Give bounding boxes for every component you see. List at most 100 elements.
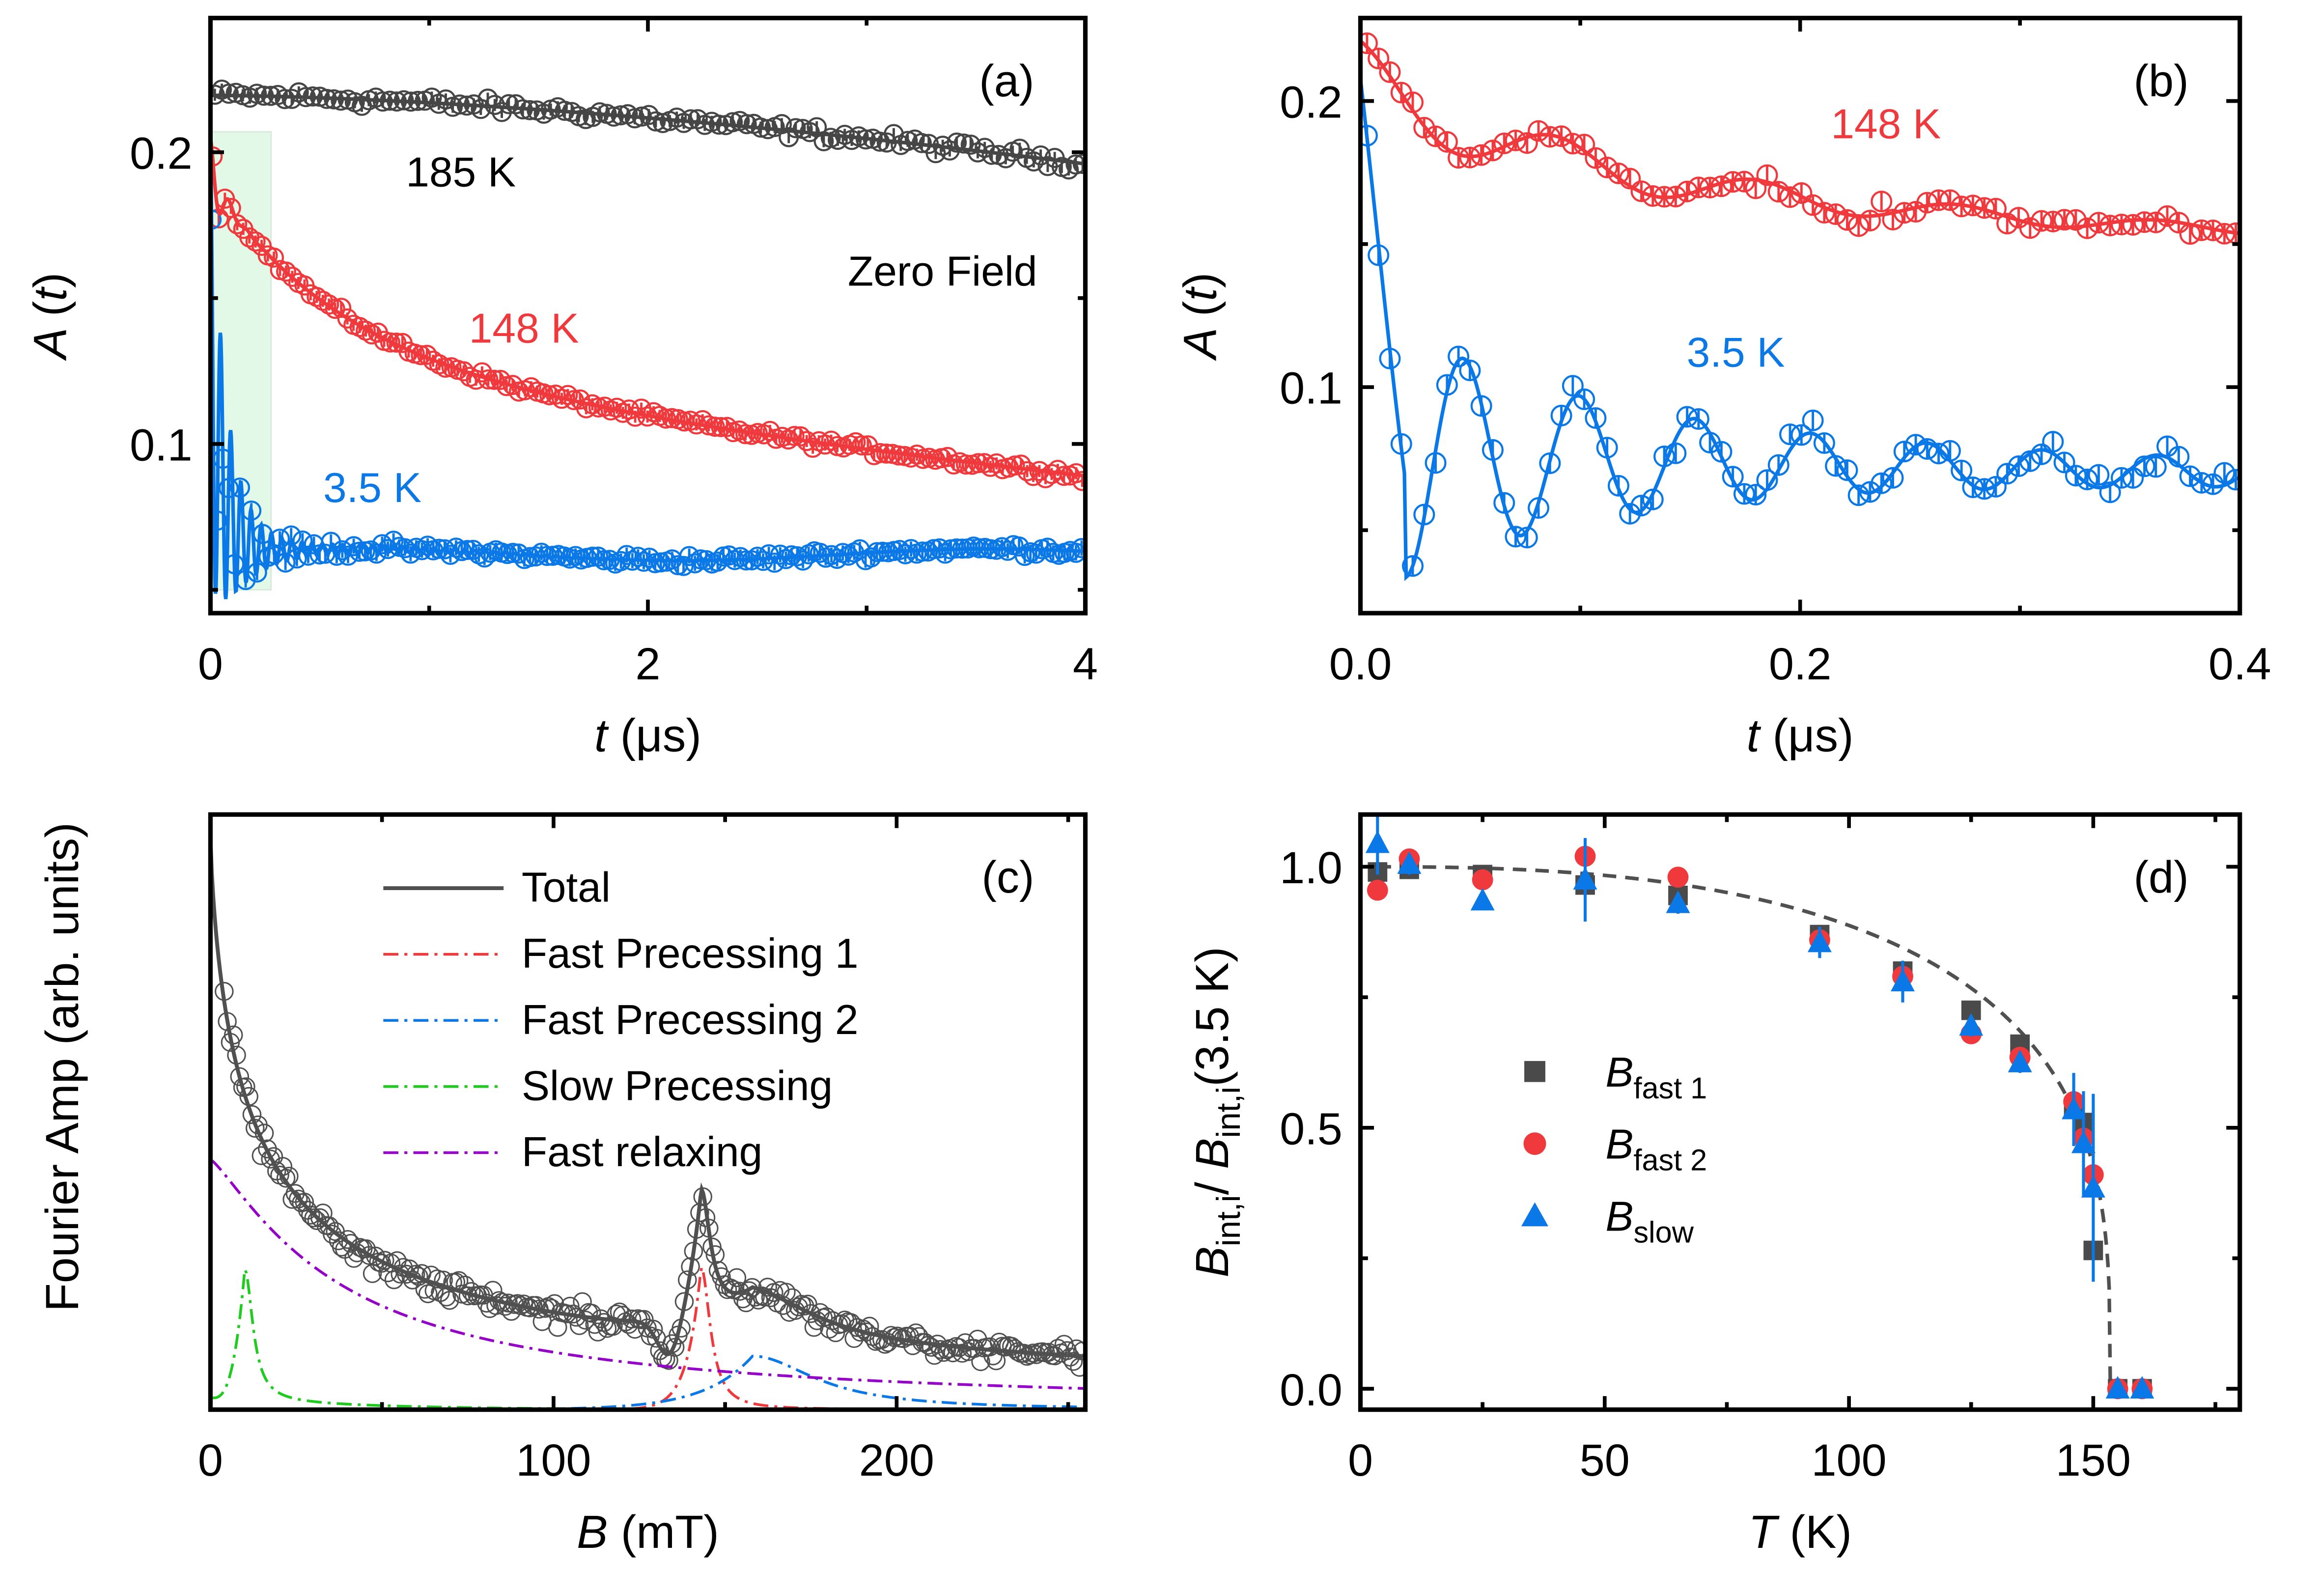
point-slow [1807,929,1832,952]
fourier-data-point [384,1270,404,1289]
series-148K-point [1562,133,1584,155]
fit-185K [210,93,1086,166]
series-3p5K-point [1951,459,1973,481]
legend-subscript: fast 1 [1633,1071,1707,1105]
y-axis-title-part: / [1186,1169,1238,1195]
y-tick-label: 0.1 [130,420,193,470]
series-148K-point [1630,180,1652,202]
series-148K-point [1459,146,1481,168]
series-148K-point [1699,176,1721,198]
x-tick-label: 50 [1580,1435,1630,1485]
fourier-data-point [427,1269,447,1288]
series-3p5K-point [2088,464,2110,486]
y-axis-title: A (t) [1174,273,1227,362]
series-3p5K-point [1813,432,1835,454]
series-148K-point [1836,209,1858,231]
series-3p5K-point [1973,478,1995,500]
series-148K-point [1368,48,1390,70]
series-3p5K-point [1871,472,1893,494]
y-axis-var: t [25,286,77,301]
legend-marker-square [1524,1061,1545,1082]
series-185K-point [953,133,974,154]
series-148K-point [851,435,872,456]
series-3p5K-point [1539,452,1561,475]
fourier-data-point [924,1345,944,1365]
series-148K-point [2019,217,2041,239]
point-slow [1891,969,1915,992]
series-3p5K-point [1802,409,1824,431]
series-3p5K-point [2190,472,2212,494]
series-3p5K-point [2179,465,2201,487]
curve-fast-relaxing [210,1158,1085,1390]
fourier-data-point [440,1290,459,1310]
fourier-data-point [582,1304,601,1323]
fourier-data-point [1073,1341,1086,1361]
fit-148K [1360,39,2238,235]
y-tick-label: 0.5 [1280,1104,1342,1154]
series-148K-point [2031,210,2053,232]
series-3p5K-point [1779,423,1801,446]
curve-total [210,838,1085,1358]
x-tick-label: 0.0 [1329,639,1392,689]
fourier-data-point [242,1105,262,1124]
fourier-data-point [576,1311,595,1330]
point-slow [2105,1376,2130,1399]
fit-3p5K [210,149,1086,599]
x-axis-unit: (μs) [620,710,701,762]
y-axis-title: Fourier Amp (arb. units) [36,822,88,1312]
point-slow [1573,867,1597,890]
fourier-data-point [301,1205,320,1225]
series-3p5K-point [1710,441,1733,463]
y-axis-paren: ) [25,273,77,288]
y-tick-label: 0.0 [1280,1365,1342,1415]
y-axis-title-part: int,i [1211,1087,1248,1138]
series-185K-point [436,89,456,110]
series-3p5K-point [1836,459,1858,481]
panel-b: 0.0 0.2 0.40.10.2 (b)t (μs)A (t)148 K3.5 K [1174,16,2271,762]
x-axis-title: T (K) [1748,1506,1852,1558]
legend-label: Bfast 2 [1605,1121,1707,1177]
series-3p5K-point [1619,503,1641,525]
series-148K-point [325,299,345,319]
series-3p5K-point [1882,467,1904,489]
series-3p5K-point [1745,483,1767,506]
legend-marker-triangle [1521,1202,1549,1227]
fourier-data-point [758,1278,778,1297]
series-3p5K-point [2145,456,2167,478]
series-148K-point [558,385,578,405]
plot-frame [1358,812,2242,1412]
fourier-data-point [319,1216,339,1235]
x-tick-label: 0.2 [1769,639,1832,689]
series-185K-point [687,109,708,130]
fourier-data-point [307,1211,327,1230]
series-3p5K-point [2008,455,2030,477]
legend-label: Bslow [1605,1193,1694,1249]
series-148K-point [245,231,266,252]
data-layer [1360,32,2240,581]
point-slow [2008,1049,2032,1072]
series-148K-point [692,410,713,430]
legend-label: Total [522,864,611,911]
series-148K-point [2133,211,2155,233]
x-axis-symbol: t [594,710,620,762]
series-148K-point [264,247,284,268]
series-148K-point [1996,213,2018,235]
x-axis-unit: (μs) [1772,710,1853,762]
series-3p5K-point [1014,546,1035,566]
fourier-data-point [931,1340,951,1359]
legend-subscript: slow [1633,1216,1694,1249]
panel-c: 0 100 200 (c) B (mT) Fourier Amp (arb. units)… [36,812,1088,1558]
series-3p5K-point [628,546,648,567]
series-148K-point [411,345,431,365]
series-148K-point [803,437,823,458]
fit-3p5K [1360,78,2239,581]
data-layer [210,79,1086,599]
y-axis-symbol: A [25,316,77,361]
series-148K-point [276,261,296,282]
point-fast-2 [1367,879,1388,901]
series-148K-point [1859,210,1881,232]
series-3p5K-point [1893,441,1915,463]
series-148K-point [1528,120,1550,142]
y-axis-title-part: B [1186,1138,1238,1169]
series-3p5K-point [1676,406,1698,428]
